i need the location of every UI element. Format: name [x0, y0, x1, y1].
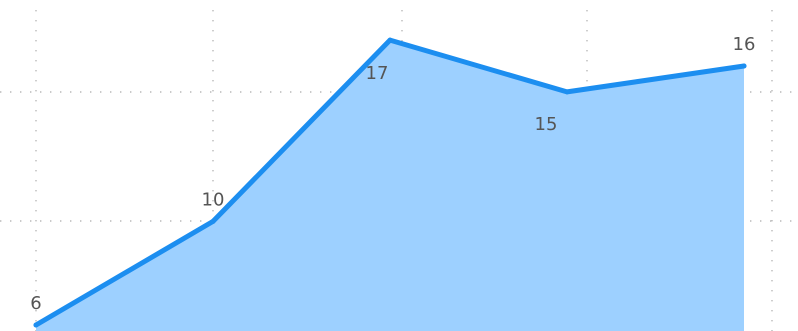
line-series — [33, 37, 747, 328]
data-label-3: 17 — [366, 63, 389, 84]
data-point-1 — [33, 322, 39, 328]
data-label-4: 15 — [535, 114, 558, 135]
data-labels: 6 10 17 15 16 — [30, 34, 755, 314]
area-series — [36, 40, 744, 331]
data-label-2: 10 — [202, 189, 225, 210]
data-point-2 — [210, 218, 216, 224]
data-point-5 — [741, 63, 747, 69]
series-area-fill — [36, 40, 744, 331]
data-label-5: 16 — [733, 34, 756, 55]
data-point-3 — [387, 37, 393, 43]
data-point-4 — [564, 89, 570, 95]
data-label-1: 6 — [30, 293, 41, 314]
